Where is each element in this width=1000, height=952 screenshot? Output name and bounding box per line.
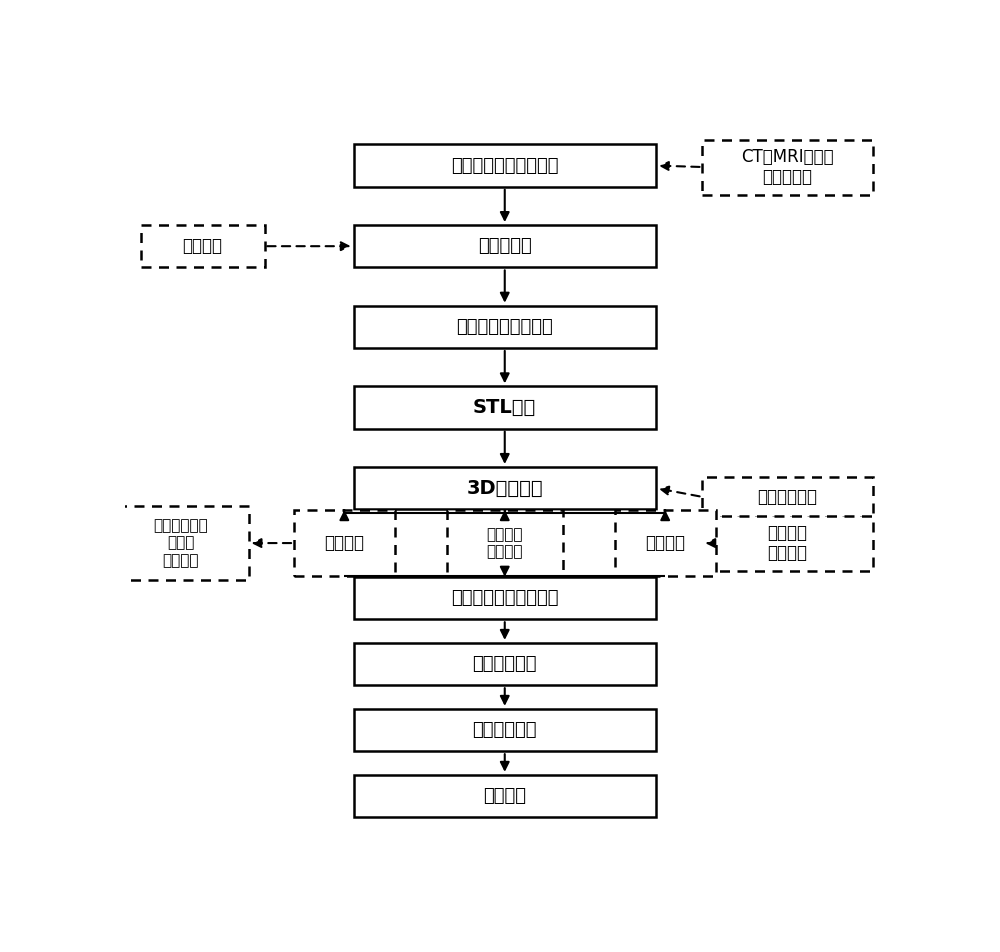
Text: 聚醚醚酮
基板薄膜: 聚醚醚酮 基板薄膜 bbox=[486, 526, 523, 559]
Text: 动物毒性试验: 动物毒性试验 bbox=[473, 721, 537, 739]
FancyBboxPatch shape bbox=[354, 577, 656, 620]
FancyBboxPatch shape bbox=[354, 775, 656, 817]
FancyBboxPatch shape bbox=[294, 510, 395, 576]
FancyBboxPatch shape bbox=[354, 643, 656, 685]
Text: 3D打印系统: 3D打印系统 bbox=[466, 479, 543, 498]
FancyBboxPatch shape bbox=[113, 506, 249, 580]
FancyBboxPatch shape bbox=[702, 140, 873, 194]
Text: 图像处理: 图像处理 bbox=[182, 237, 222, 255]
Text: 仿生三维数字化模型: 仿生三维数字化模型 bbox=[456, 318, 553, 336]
Text: 喷头温度
平台温度: 喷头温度 平台温度 bbox=[768, 524, 808, 563]
FancyBboxPatch shape bbox=[354, 145, 656, 187]
Text: 喷头改进: 喷头改进 bbox=[324, 534, 364, 552]
Text: 骨组织数据: 骨组织数据 bbox=[478, 237, 532, 255]
Text: 温度控制: 温度控制 bbox=[645, 534, 685, 552]
FancyBboxPatch shape bbox=[354, 708, 656, 751]
FancyBboxPatch shape bbox=[140, 225, 264, 268]
FancyBboxPatch shape bbox=[615, 510, 716, 576]
FancyBboxPatch shape bbox=[354, 466, 656, 509]
Text: STL文件: STL文件 bbox=[473, 398, 536, 417]
Text: 聚醚醚酮粘度
流动性
塑化时间: 聚醚醚酮粘度 流动性 塑化时间 bbox=[153, 518, 208, 568]
Text: 植入部位医学图像数据: 植入部位医学图像数据 bbox=[451, 156, 558, 174]
FancyBboxPatch shape bbox=[354, 306, 656, 348]
Text: 细胞毒性试验: 细胞毒性试验 bbox=[473, 655, 537, 673]
Text: 临床试验: 临床试验 bbox=[483, 787, 526, 805]
FancyBboxPatch shape bbox=[702, 477, 873, 517]
FancyBboxPatch shape bbox=[702, 516, 873, 570]
Text: 丝状聚醚醚酮: 丝状聚醚醚酮 bbox=[758, 487, 818, 506]
FancyBboxPatch shape bbox=[447, 510, 563, 576]
FancyBboxPatch shape bbox=[354, 225, 656, 268]
FancyBboxPatch shape bbox=[354, 387, 656, 428]
Text: 聚醚醚酮人工骨植入体: 聚醚醚酮人工骨植入体 bbox=[451, 589, 558, 607]
Text: CT、MRI、超声
等医疗仪器: CT、MRI、超声 等医疗仪器 bbox=[741, 148, 834, 187]
